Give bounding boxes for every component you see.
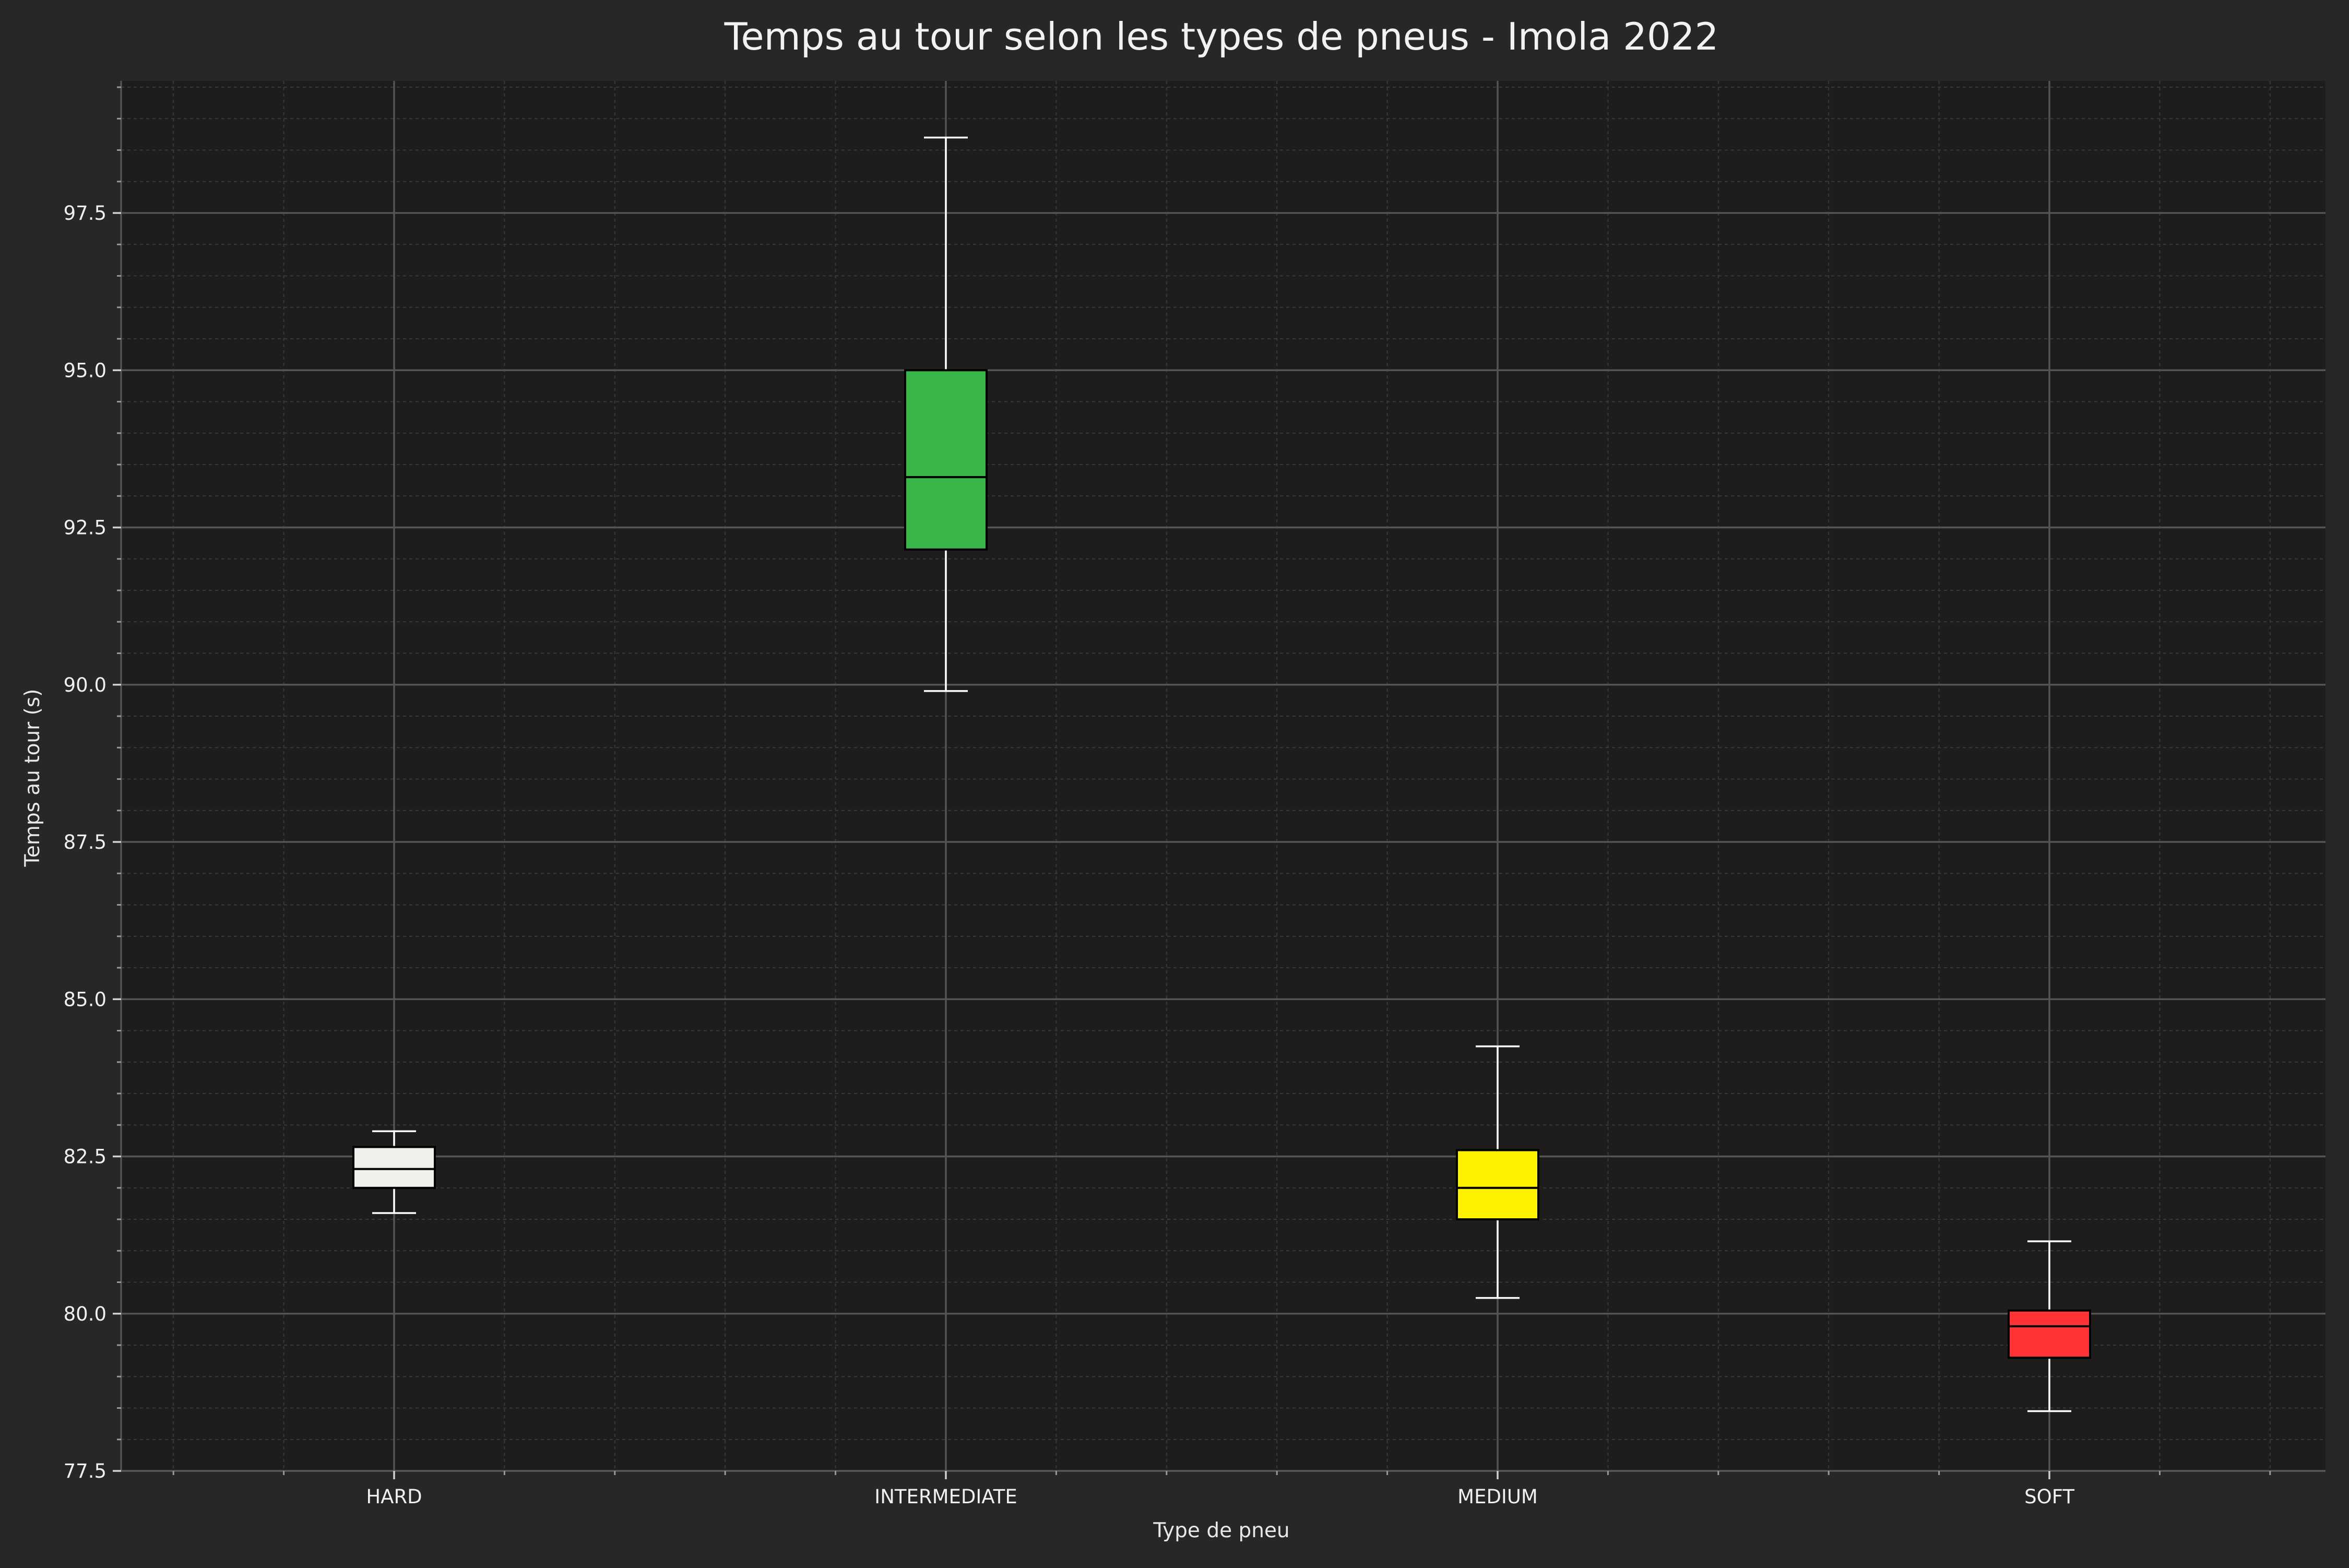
y-tick-label: 95.0 (64, 359, 106, 382)
y-tick-label: 87.5 (64, 831, 106, 853)
y-tick-label: 82.5 (64, 1146, 106, 1168)
x-tick-label-medium: MEDIUM (1457, 1486, 1538, 1508)
box-body (2008, 1309, 2091, 1359)
x-tick-label-intermediate: INTERMEDIATE (874, 1486, 1017, 1508)
x-axis-label: Type de pneu (1153, 1519, 1289, 1542)
axes (120, 81, 2326, 1472)
plot-area (121, 81, 2326, 1471)
box-body (352, 1146, 436, 1189)
y-tick-label: 80.0 (64, 1303, 106, 1325)
y-tick-label: 90.0 (64, 674, 106, 696)
box-series (352, 136, 2091, 1412)
x-tick-label-hard: HARD (366, 1486, 422, 1508)
box-body (904, 369, 988, 551)
x-axis-ticks: HARD INTERMEDIATE MEDIUM SOFT (172, 1471, 2271, 1508)
y-tick-label: 92.5 (64, 517, 106, 539)
box-hard (352, 1130, 436, 1214)
y-tick-label: 85.0 (64, 988, 106, 1011)
y-axis-label: Temps au tour (s) (21, 689, 44, 868)
chart-title: Temps au tour selon les types de pneus -… (724, 15, 1719, 58)
y-tick-label: 77.5 (64, 1460, 106, 1482)
x-tick-label-soft: SOFT (2024, 1486, 2074, 1508)
y-axis-ticks: 77.5 80.0 82.5 85.0 87.5 90.0 92.5 95.0 97.5 (64, 86, 121, 1482)
box-body (1456, 1149, 1539, 1221)
box-medium (1456, 1045, 1539, 1299)
box-intermediate (904, 136, 988, 692)
box-soft (2008, 1240, 2091, 1412)
y-tick-label: 97.5 (64, 202, 106, 224)
